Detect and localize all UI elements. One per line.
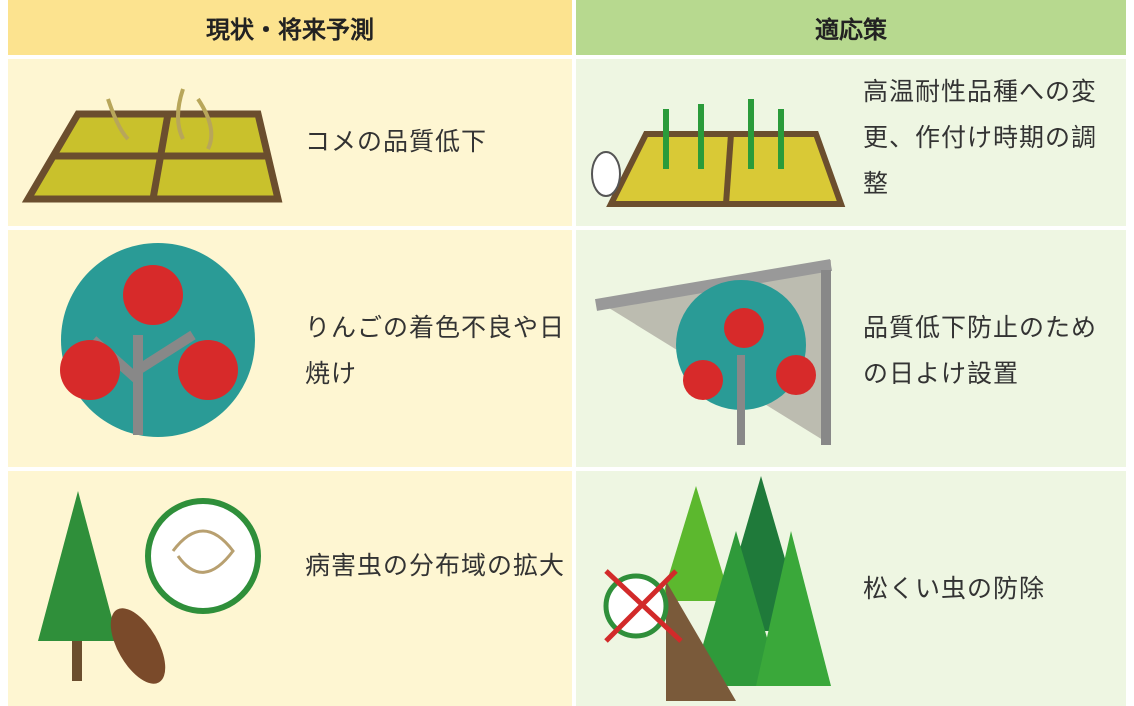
table-cell: コメの品質低下 (8, 59, 572, 226)
table-cell: 病害虫の分布域の拡大 (8, 471, 572, 706)
cell-text: コメの品質低下 (305, 127, 488, 156)
header-cell: 適応策 (576, 0, 1126, 55)
rice-adaptation-illustration (591, 99, 846, 207)
cell-text: 松くい虫の防除 (863, 574, 1046, 603)
cell-text: 病害虫の分布域の拡大 (305, 551, 566, 580)
cell-text: 品質低下防止のための日よけ設置 (863, 313, 1098, 388)
header-text: 現状・将来予測 (206, 16, 374, 44)
table-cell: 高温耐性品種への変更、作付け時期の調整 (576, 59, 1126, 226)
rice-illustration (21, 88, 283, 203)
cell-text: りんごの着色不良や日焼け (305, 313, 566, 388)
header-cell: 現状・将来予測 (8, 0, 572, 55)
table-cell: りんごの着色不良や日焼け (8, 230, 572, 467)
shade-illustration (594, 259, 833, 445)
table-cell: 品質低下防止のための日よけ設置 (576, 230, 1126, 467)
forest-illustration (603, 476, 831, 701)
header-text: 適応策 (815, 16, 887, 44)
pest-illustration (38, 491, 261, 684)
cell-text: 高温耐性品種への変更、作付け時期の調整 (863, 77, 1098, 198)
apple-tree-illustration (60, 243, 255, 437)
table-cell: 松くい虫の防除 (576, 471, 1126, 706)
